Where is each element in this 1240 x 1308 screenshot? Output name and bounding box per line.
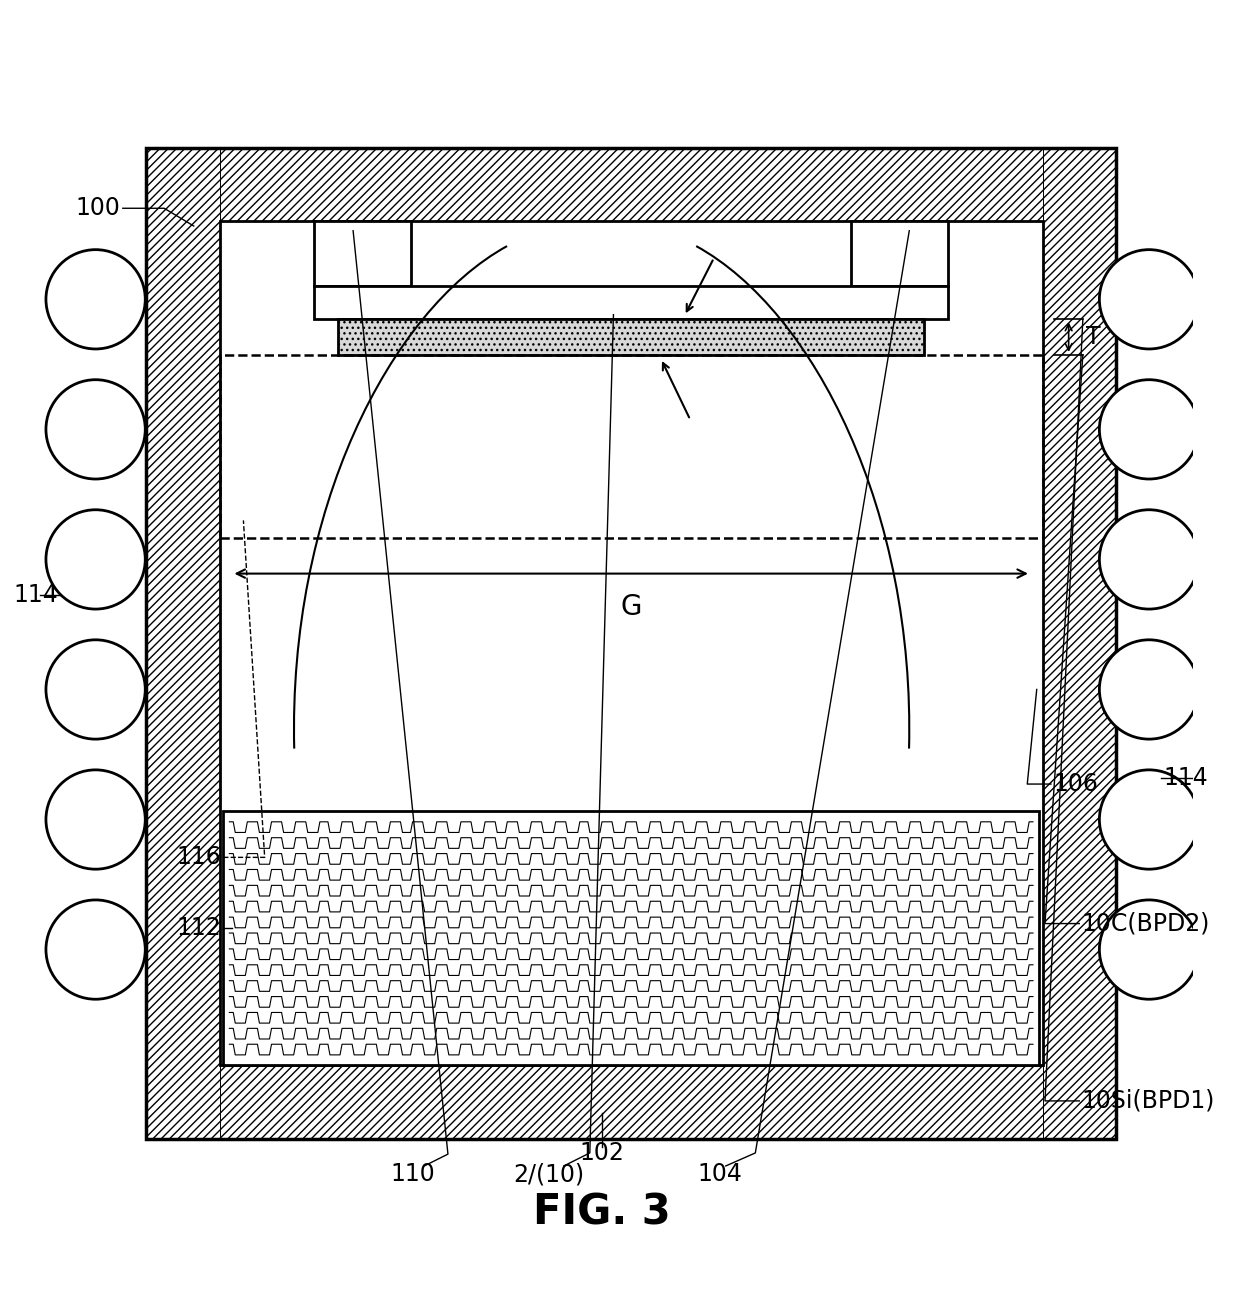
Circle shape [1100,250,1199,349]
Text: 112: 112 [176,917,221,940]
Text: T: T [1086,326,1101,349]
Bar [146,148,219,1139]
Text: 10C(BPD2): 10C(BPD2) [1081,912,1210,935]
Text: 2/(10): 2/(10) [513,1163,584,1186]
Circle shape [46,510,145,610]
Circle shape [1100,770,1199,870]
Bar [219,354,1043,538]
Circle shape [46,379,145,479]
Text: 106: 106 [1053,772,1099,797]
Circle shape [46,900,145,999]
Bar [314,221,412,286]
Bar [219,221,1043,1066]
Circle shape [1100,640,1199,739]
Text: 102: 102 [579,1141,624,1165]
Circle shape [1100,900,1199,999]
Text: FIG. 3: FIG. 3 [533,1192,671,1233]
Bar [146,148,1116,1139]
Text: 104: 104 [697,1163,743,1186]
Bar [339,319,924,354]
Circle shape [1100,510,1199,610]
Circle shape [46,250,145,349]
Circle shape [1100,379,1199,479]
Bar [223,811,1039,1066]
Bar [146,148,1116,221]
Bar [314,286,949,319]
Text: 116: 116 [176,845,221,870]
Circle shape [46,770,145,870]
Text: 100: 100 [76,196,120,220]
Text: G: G [620,593,642,620]
Text: 110: 110 [391,1163,435,1186]
Text: 10Si(BPD1): 10Si(BPD1) [1081,1090,1215,1113]
Text: 114: 114 [12,583,58,607]
Text: 114: 114 [1163,766,1208,790]
Circle shape [46,640,145,739]
Bar [851,221,949,286]
Bar [146,1066,1116,1139]
Bar [1043,148,1116,1139]
